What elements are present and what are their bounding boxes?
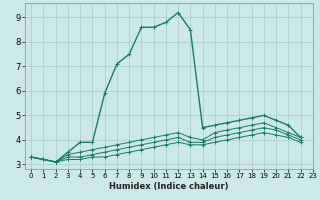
- X-axis label: Humidex (Indice chaleur): Humidex (Indice chaleur): [109, 182, 229, 191]
